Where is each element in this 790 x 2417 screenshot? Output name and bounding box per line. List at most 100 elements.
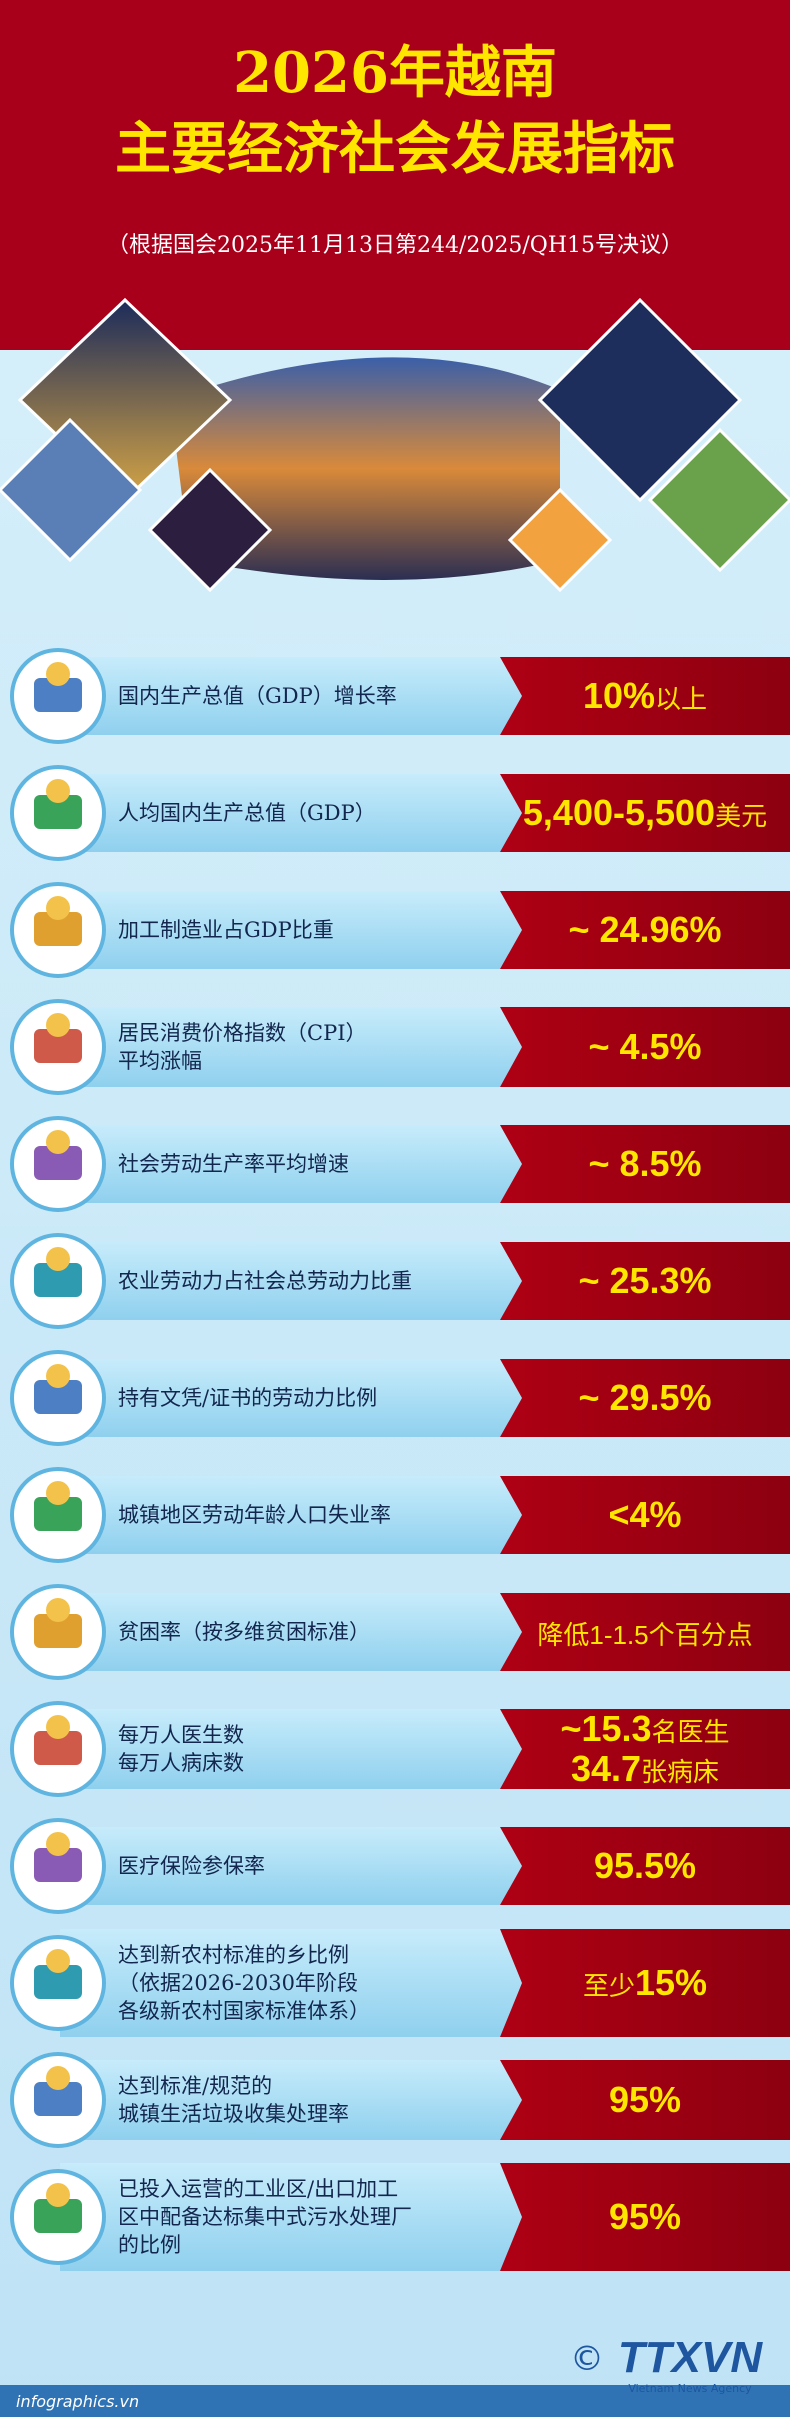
indicator-value: 降低1-1.5个百分点 [537, 1620, 752, 1650]
indicator-label: （依据2026-2030年阶段 [118, 1971, 358, 1995]
label-band [60, 1359, 522, 1437]
indicator-label: 农业劳动力占社会总劳动力比重 [118, 1269, 412, 1293]
value-main: ~15.3 [560, 1708, 651, 1749]
indicator-row: 持有文凭/证书的劳动力比例 ~ 29.5% [10, 1350, 790, 1446]
icon [34, 2199, 82, 2233]
indicator-value: ~15.3名医生 [560, 1708, 729, 1749]
icon [34, 1614, 82, 1648]
label-band [60, 1827, 522, 1905]
value-band [478, 1709, 790, 1789]
value-main: 5,400-5,500 [523, 792, 715, 833]
icon [46, 1013, 70, 1037]
title-line: 2026年越南 [233, 40, 557, 106]
header-band [0, 0, 790, 350]
icon [46, 779, 70, 803]
value-band [478, 1593, 790, 1671]
indicator-label: 国内生产总值（GDP）增长率 [118, 684, 397, 708]
icon [46, 1247, 70, 1271]
indicator-value: ~ 25.3% [578, 1260, 711, 1301]
label-band [60, 1929, 522, 2037]
value-band [478, 2060, 790, 2140]
icon [46, 1364, 70, 1388]
icon [46, 1715, 70, 1739]
indicator-row: 城镇地区劳动年龄人口失业率 <4% [10, 1467, 790, 1563]
label-band [60, 1709, 522, 1789]
value-band [478, 2163, 790, 2271]
indicator-label: 区中配备达标集中式污水处理厂 [118, 2205, 412, 2229]
indicator-value: 34.7张病床 [571, 1748, 719, 1789]
value-main: ~ 8.5% [588, 1143, 701, 1184]
indicator-value: ~ 8.5% [588, 1143, 701, 1184]
indicator-label: 加工制造业占GDP比重 [118, 918, 334, 942]
indicator-row: 加工制造业占GDP比重 ~ 24.96% [10, 882, 790, 978]
label-band [60, 1242, 522, 1320]
value-main: 95% [609, 2196, 681, 2237]
indicator-label: 城镇地区劳动年龄人口失业率 [118, 1503, 391, 1527]
value-prefix: 至少 [583, 1971, 635, 2001]
icon [46, 1481, 70, 1505]
indicator-label: 城镇生活垃圾收集处理率 [118, 2102, 349, 2126]
icon [46, 1832, 70, 1856]
label-band [60, 657, 522, 735]
icon [34, 1965, 82, 1999]
indicator-label: 的比例 [118, 2233, 181, 2257]
indicator-label: 医疗保险参保率 [118, 1854, 265, 1878]
icon [34, 1848, 82, 1882]
icon [34, 1497, 82, 1531]
value-suffix: 张病床 [641, 1757, 719, 1787]
icon [46, 2066, 70, 2090]
copyright: © [570, 2339, 604, 2379]
value-main: 10% [583, 675, 655, 716]
indicator-value: <4% [608, 1494, 681, 1535]
indicator-value: 至少15% [583, 1962, 707, 2003]
indicator-label: 达到新农村标准的乡比例 [118, 1943, 349, 1967]
indicator-value: ~ 4.5% [588, 1026, 701, 1067]
indicator-label: 每万人病床数 [118, 1751, 244, 1775]
label-band [60, 2163, 522, 2271]
footer-site: infographics.vn [16, 2392, 139, 2411]
value-band [478, 891, 790, 969]
label-band [60, 1476, 522, 1554]
label-band [60, 774, 522, 852]
subtitle: （根据国会2025年11月13日第244/2025/QH15号决议） [107, 233, 683, 258]
indicator-value: ~ 24.96% [568, 909, 721, 950]
label-band [60, 891, 522, 969]
label-band [60, 1125, 522, 1203]
icon [46, 1949, 70, 1973]
value-band [478, 1125, 790, 1203]
indicator-row: 居民消费价格指数（CPI） 平均涨幅 ~ 4.5% [10, 999, 790, 1095]
icon [34, 795, 82, 829]
icon [46, 662, 70, 686]
value-band [478, 1007, 790, 1087]
value-band [478, 1359, 790, 1437]
footer-logo: TTXVN [618, 2333, 763, 2382]
indicator-label: 持有文凭/证书的劳动力比例 [118, 1386, 377, 1410]
value-suffix: 名医生 [652, 1717, 730, 1747]
indicator-value: 5,400-5,500美元 [523, 792, 767, 833]
footer-agency: Vietnam News Agency [628, 2382, 752, 2395]
indicator-label: 各级新农村国家标准体系） [118, 1999, 370, 2023]
indicator-value: 10%以上 [583, 675, 707, 716]
value-suffix: 以上 [655, 684, 707, 714]
indicator-label: 社会劳动生产率平均增速 [118, 1152, 349, 1176]
value-band [478, 1827, 790, 1905]
value-main: <4% [608, 1494, 681, 1535]
value-main: ~ 29.5% [578, 1377, 711, 1418]
label-band [60, 2060, 522, 2140]
value-band [478, 1476, 790, 1554]
value-main: 95.5% [594, 1845, 696, 1886]
value-suffix: 美元 [715, 801, 767, 831]
value-main: ~ 25.3% [578, 1260, 711, 1301]
indicator-row: 农业劳动力占社会总劳动力比重 ~ 25.3% [10, 1233, 790, 1329]
value-suffix: 降低1-1.5个百分点 [537, 1620, 752, 1650]
indicator-row: 贫困率（按多维贫困标准） 降低1-1.5个百分点 [10, 1584, 790, 1680]
label-band [60, 1593, 522, 1671]
indicator-label: 已投入运营的工业区/出口加工 [118, 2177, 398, 2201]
indicator-label: 达到标准/规范的 [118, 2074, 272, 2098]
icon [34, 1731, 82, 1765]
icon [46, 2183, 70, 2207]
indicator-row: 医疗保险参保率 95.5% [10, 1818, 790, 1914]
